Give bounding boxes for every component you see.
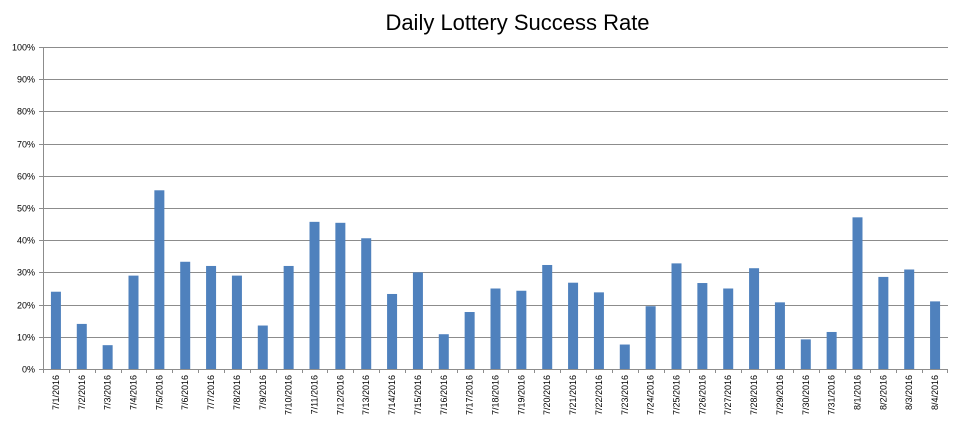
x-tick-label: 7/1/2016	[51, 375, 61, 410]
x-tick-label: 7/12/2016	[335, 375, 345, 415]
bar	[335, 222, 346, 369]
x-tick-label: 7/2/2016	[77, 375, 87, 410]
x-axis-tick-labels: 7/1/2016 7/2/2016 7/3/2016 7/4/2016 7/5/2016…	[51, 375, 940, 415]
bar	[490, 288, 501, 369]
bar	[154, 190, 165, 369]
bar	[671, 263, 682, 369]
x-tick-label: 7/11/2016	[310, 375, 320, 414]
x-tick-label: 7/16/2016	[439, 375, 449, 415]
chart-title: Daily Lottery Success Rate	[385, 10, 650, 35]
x-tick-label: 7/26/2016	[697, 375, 707, 415]
x-tick-label: 7/22/2016	[594, 375, 604, 415]
x-tick-label: 8/2/2016	[878, 375, 888, 410]
bar	[826, 331, 837, 369]
gridlines	[43, 47, 948, 338]
y-tick-label: 40%	[17, 236, 35, 246]
x-tick-label: 7/28/2016	[749, 375, 759, 415]
y-tick-label: 80%	[17, 107, 35, 117]
bar	[50, 291, 61, 369]
bar	[774, 302, 785, 369]
x-tick-label: 7/24/2016	[646, 375, 656, 415]
bar	[645, 306, 656, 369]
x-tick-label: 7/23/2016	[620, 375, 630, 415]
y-axis-tick-labels: 0% 10% 20% 30% 40% 50% 60% 70% 80% 90% 100%	[12, 43, 35, 375]
x-tick-label: 7/25/2016	[672, 375, 682, 415]
bar	[464, 312, 475, 369]
bar	[723, 288, 734, 369]
bar	[309, 221, 320, 369]
x-tick-label: 7/30/2016	[801, 375, 811, 415]
x-tick-label: 7/7/2016	[206, 375, 216, 410]
bar	[361, 238, 372, 369]
x-tick-label: 8/3/2016	[904, 375, 914, 410]
x-tick-label: 7/6/2016	[180, 375, 190, 410]
bar	[231, 275, 242, 369]
x-tick-label: 7/14/2016	[387, 375, 397, 415]
bar	[930, 301, 941, 369]
bar	[412, 272, 423, 369]
x-tick-label: 7/8/2016	[232, 375, 242, 410]
bar	[878, 276, 889, 369]
y-tick-label: 70%	[17, 140, 35, 150]
x-tick-label: 7/10/2016	[284, 375, 294, 415]
bar	[852, 217, 863, 369]
y-tick-label: 10%	[17, 333, 35, 343]
x-tick-label: 7/9/2016	[258, 375, 268, 410]
bar	[904, 269, 915, 369]
x-tick-label: 7/3/2016	[103, 375, 113, 410]
bar	[257, 325, 268, 369]
x-tick-label: 7/21/2016	[568, 375, 578, 415]
bar	[800, 339, 811, 369]
x-tick-label: 7/17/2016	[465, 375, 475, 415]
bar	[542, 264, 553, 369]
x-tick-label: 7/13/2016	[361, 375, 371, 415]
y-tick-label: 0%	[22, 365, 35, 375]
bar	[283, 265, 294, 369]
x-tick-label: 7/20/2016	[542, 375, 552, 415]
bar	[568, 282, 579, 369]
x-tick-label: 8/1/2016	[853, 375, 863, 410]
x-tick-label: 8/4/2016	[930, 375, 940, 410]
bar	[516, 290, 527, 369]
y-tick-label: 50%	[17, 204, 35, 214]
bar	[438, 334, 449, 369]
bar	[180, 261, 191, 369]
y-tick-label: 60%	[17, 172, 35, 182]
bar	[697, 283, 708, 369]
bar	[619, 344, 630, 369]
x-tick-label: 7/18/2016	[491, 375, 501, 415]
bar	[76, 323, 87, 369]
bar	[387, 293, 398, 369]
bar	[128, 275, 139, 369]
x-tick-label: 7/27/2016	[723, 375, 733, 415]
bars	[50, 190, 941, 369]
y-tick-label: 20%	[17, 301, 35, 311]
bar	[102, 345, 113, 369]
axes	[39, 47, 948, 373]
y-tick-label: 30%	[17, 268, 35, 278]
x-tick-label: 7/4/2016	[129, 375, 139, 410]
bar	[593, 292, 604, 369]
x-tick-label: 7/29/2016	[775, 375, 785, 415]
x-tick-label: 7/31/2016	[827, 375, 837, 415]
y-tick-label: 90%	[17, 75, 35, 85]
x-tick-label: 7/5/2016	[154, 375, 164, 410]
bar	[749, 268, 760, 369]
x-tick-label: 7/15/2016	[413, 375, 423, 415]
y-tick-label: 100%	[12, 43, 35, 53]
bar	[206, 265, 217, 369]
x-tick-label: 7/19/2016	[516, 375, 526, 415]
